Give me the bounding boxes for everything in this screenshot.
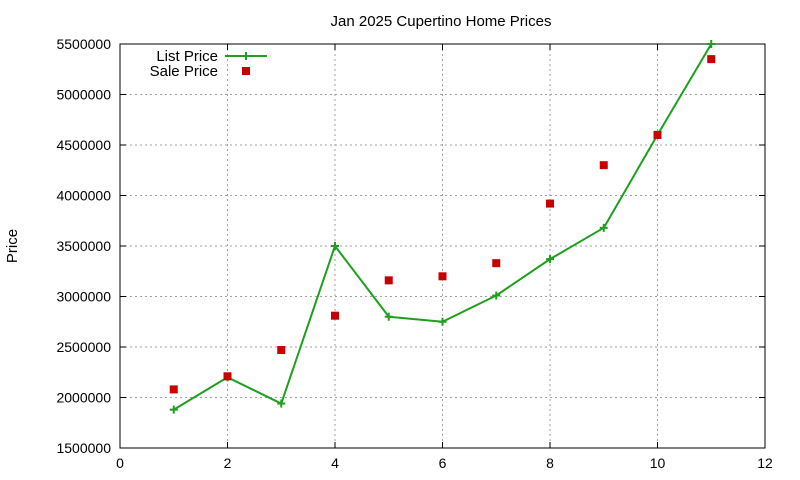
list-price-point: [599, 223, 608, 232]
sale-price-point: [331, 311, 339, 320]
sale-price-point: [599, 161, 608, 170]
x-tick-label: 2: [224, 455, 232, 471]
y-tick-label: 3000000: [56, 289, 111, 305]
sale-price-point: [438, 272, 447, 281]
list-price-point: [546, 255, 554, 264]
legend-marker-swatch: [242, 67, 250, 75]
series-list-price: [169, 40, 716, 414]
sale-price-point: [653, 130, 662, 139]
y-tick-label: 5500000: [56, 36, 111, 52]
y-tick-label: 3500000: [56, 238, 111, 254]
list-price-point: [438, 317, 447, 326]
list-price-point: [277, 399, 286, 408]
sale-price-point: [169, 385, 178, 394]
y-tick-label: 4000000: [56, 188, 111, 204]
legend-marker-swatch: [242, 52, 250, 60]
list-price-point: [384, 312, 393, 321]
x-tick-label: 6: [439, 455, 447, 471]
y-tick-label: 2000000: [56, 390, 111, 406]
grid: [120, 44, 765, 448]
x-tick-label: 4: [331, 455, 339, 471]
legend-entry-list-price: List Price: [156, 48, 267, 65]
axis-ticks: 0 2 4 6 8 10 12 1500000 2000000 2500000 3000000 350…: [56, 36, 773, 471]
series-sale-price: [169, 55, 716, 394]
y-tick-label: 1500000: [56, 440, 111, 456]
y-tick-label: 5000000: [56, 87, 111, 103]
x-tick-label: 8: [546, 455, 554, 471]
list-price-point: [331, 242, 339, 250]
list-price-point: [492, 291, 501, 300]
sale-price-point: [384, 276, 393, 285]
list-price-point: [707, 40, 716, 48]
sale-price-point: [223, 372, 232, 381]
y-axis-label: Price: [4, 229, 21, 263]
legend-label: Sale Price: [150, 63, 218, 80]
list-price-point: [169, 405, 178, 414]
x-tick-label: 12: [757, 455, 773, 471]
sale-price-point: [707, 55, 716, 64]
y-tick-label: 2500000: [56, 339, 111, 355]
series-layer: [169, 40, 716, 414]
sale-price-point: [492, 259, 501, 268]
legend-entry-sale-price: Sale Price: [150, 63, 250, 80]
sale-price-point: [546, 199, 554, 208]
sale-price-point: [277, 346, 286, 355]
x-tick-label: 0: [116, 455, 124, 471]
legend-label: List Price: [156, 48, 218, 65]
x-tick-label: 10: [650, 455, 666, 471]
chart-title: Jan 2025 Cupertino Home Prices: [331, 13, 552, 30]
y-tick-label: 4500000: [56, 137, 111, 153]
